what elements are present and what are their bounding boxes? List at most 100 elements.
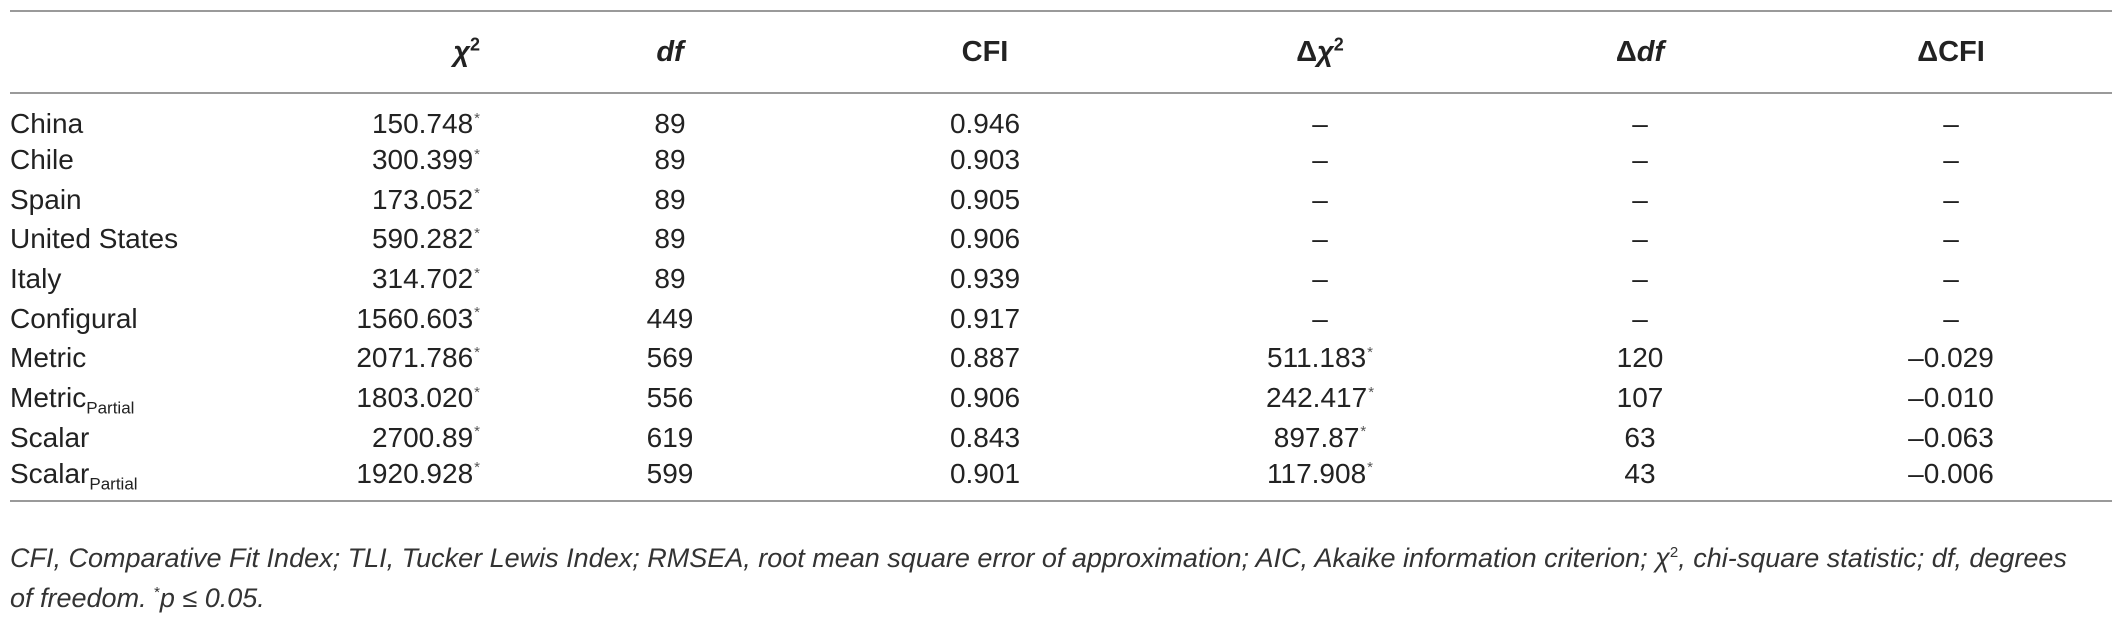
- cfi-value: 0.901: [949, 457, 1021, 489]
- header-delta-cfi: ΔCFI: [1790, 10, 2112, 94]
- significance-star: *: [1368, 383, 1375, 401]
- cell-df: 89: [520, 93, 820, 140]
- delta-cfi-value: –: [1943, 143, 1959, 175]
- cell-delta-cfi: –0.063: [1790, 418, 2112, 458]
- cfi-value: 0.906: [949, 381, 1021, 413]
- df-value: 89: [654, 262, 686, 294]
- chi2-value: 150.748: [371, 108, 474, 139]
- cell-cfi: 0.939: [820, 259, 1150, 299]
- cell-delta-df: 43: [1490, 457, 1790, 502]
- footnote-text: CFI, Comparative Fit Index; TLI, Tucker …: [10, 543, 1670, 573]
- footnote-superscript: 2: [1669, 544, 1679, 561]
- cfi-value: 0.905: [949, 183, 1021, 215]
- chi2-value: 173.052: [371, 183, 474, 215]
- cell-delta-cfi: –: [1790, 299, 2112, 339]
- cfi-value: 0.946: [949, 108, 1021, 139]
- cell-delta-chi2: –: [1150, 93, 1490, 140]
- cell-delta-cfi: –: [1790, 180, 2112, 220]
- significance-star: *: [474, 264, 480, 282]
- row-label: Configural: [10, 299, 250, 339]
- df-label: df: [1636, 35, 1665, 68]
- row-label-subscript: Partial: [86, 398, 135, 418]
- cell-chi2: 1560.603*: [250, 299, 520, 339]
- cell-delta-cfi: –0.006: [1790, 457, 2112, 502]
- delta-chi2-value: –: [1312, 143, 1328, 175]
- cell-df: 569: [520, 338, 820, 378]
- cell-delta-chi2: 117.908*: [1150, 457, 1490, 502]
- table-row: Scalar 2700.89* 619 0.843 897.87* 63 –0.063: [10, 418, 2112, 458]
- header-empty: [10, 10, 250, 94]
- cell-delta-chi2: –: [1150, 219, 1490, 259]
- footnote-star: *: [154, 584, 160, 601]
- cell-df: 89: [520, 219, 820, 259]
- chi2-value: 2071.786: [356, 342, 474, 374]
- cell-chi2: 1920.928*: [250, 457, 520, 502]
- delta-chi2-value: 242.417: [1265, 381, 1368, 413]
- df-value: 556: [646, 381, 694, 413]
- cell-chi2: 1803.020*: [250, 378, 520, 418]
- cell-cfi: 0.917: [820, 299, 1150, 339]
- delta-cfi-value: –0.063: [1908, 421, 1994, 453]
- chi2-value: 300.399: [371, 143, 474, 175]
- delta-df-value: 120: [1616, 342, 1664, 374]
- cell-delta-cfi: –: [1790, 219, 2112, 259]
- chi-symbol: χ: [453, 35, 470, 68]
- delta-df-value: –: [1632, 223, 1648, 255]
- delta-chi2-value: –: [1312, 262, 1328, 294]
- chi2-value: 2700.89: [371, 421, 474, 453]
- cell-delta-chi2: –: [1150, 299, 1490, 339]
- significance-star: *: [1360, 423, 1367, 441]
- cell-df: 556: [520, 378, 820, 418]
- delta-df-value: –: [1632, 108, 1648, 139]
- delta-chi2-value: 511.183: [1267, 342, 1367, 374]
- delta-chi2-value: –: [1312, 183, 1328, 215]
- cell-chi2: 590.282*: [250, 219, 520, 259]
- row-label: Spain: [10, 180, 250, 220]
- row-label: Metric: [10, 338, 250, 378]
- cell-chi2: 300.399*: [250, 140, 520, 180]
- significance-star: *: [474, 343, 480, 361]
- delta-chi2-value: –: [1312, 108, 1328, 139]
- df-value: 449: [646, 302, 694, 334]
- cell-df: 619: [520, 418, 820, 458]
- row-label: Chile: [10, 140, 250, 180]
- cfi-value: 0.906: [949, 223, 1021, 255]
- cfi-value: 0.939: [949, 262, 1021, 294]
- df-label: df: [656, 35, 684, 68]
- delta-df-value: 63: [1624, 421, 1656, 453]
- delta-cfi-value: –: [1943, 108, 1959, 139]
- table-row: Spain 173.052* 89 0.905 – – –: [10, 180, 2112, 220]
- cell-cfi: 0.946: [820, 93, 1150, 140]
- row-label: Italy: [10, 259, 250, 299]
- fit-indices-table: χ2 df CFI Δχ2 Δdf ΔCFI China 150.748* 89 0.…: [10, 10, 2112, 502]
- delta-cfi-value: –0.010: [1908, 381, 1994, 413]
- delta-chi2-value: –: [1312, 302, 1328, 334]
- cell-df: 599: [520, 457, 820, 502]
- row-label-text: Chile: [10, 143, 74, 175]
- cfi-value: 0.887: [949, 342, 1021, 374]
- cell-delta-cfi: –0.029: [1790, 338, 2112, 378]
- cell-delta-cfi: –0.010: [1790, 378, 2112, 418]
- cell-delta-df: –: [1490, 140, 1790, 180]
- cell-df: 89: [520, 140, 820, 180]
- cell-delta-df: 120: [1490, 338, 1790, 378]
- row-label: United States: [10, 219, 250, 259]
- cell-delta-df: –: [1490, 93, 1790, 140]
- delta-chi2-value: –: [1312, 223, 1328, 255]
- chi-superscript: 2: [469, 33, 480, 54]
- delta-cfi-value: –: [1943, 183, 1959, 215]
- delta-chi2-value: 117.908: [1267, 457, 1367, 489]
- cell-chi2: 173.052*: [250, 180, 520, 220]
- cell-cfi: 0.906: [820, 219, 1150, 259]
- header-row: χ2 df CFI Δχ2 Δdf ΔCFI: [10, 10, 2112, 94]
- cell-delta-chi2: 242.417*: [1150, 378, 1490, 418]
- cell-df: 89: [520, 180, 820, 220]
- chi2-value: 590.282: [371, 223, 474, 255]
- significance-star: *: [474, 383, 480, 401]
- cell-df: 89: [520, 259, 820, 299]
- cell-cfi: 0.903: [820, 140, 1150, 180]
- row-label-text: Metric: [10, 342, 87, 374]
- significance-star: *: [474, 459, 480, 477]
- cell-delta-chi2: –: [1150, 180, 1490, 220]
- delta-cfi-value: –0.006: [1908, 457, 1994, 489]
